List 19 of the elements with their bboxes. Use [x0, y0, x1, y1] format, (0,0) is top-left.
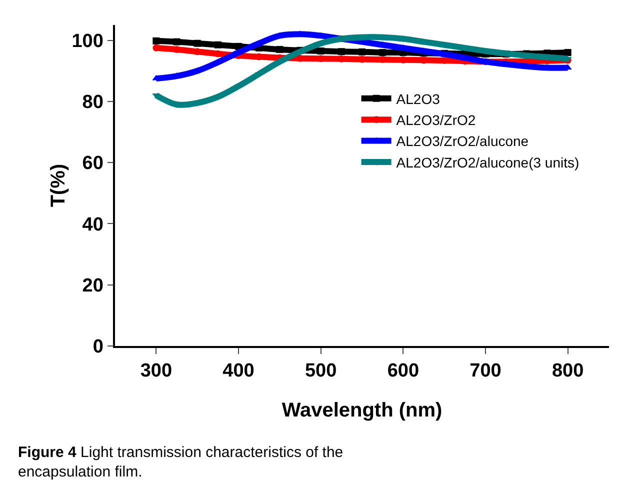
x-tick-label: 400	[222, 360, 254, 382]
legend-label: AL2O3/ZrO2	[396, 112, 476, 128]
y-tick-label: 20	[82, 276, 104, 297]
x-tick-label: 700	[470, 360, 502, 382]
legend-label: AL2O3	[396, 90, 440, 107]
caption: Figure 4 Light transmission characteristics of the encapsulation film.	[18, 444, 344, 480]
legend-label: AL2O3/ZrO2/alucone(3 units)	[396, 154, 580, 170]
y-tick-label: 0	[92, 336, 104, 358]
x-tick-label: 800	[552, 360, 584, 382]
y-tick-label: 100	[72, 30, 104, 52]
y-tick-label: 60	[82, 153, 104, 174]
y-axis-title: T(%)	[48, 164, 70, 208]
x-tick-label: 600	[387, 360, 420, 382]
legend-label: AL2O3/ZrO2/alucone	[396, 133, 529, 150]
x-axis-title: Wavelength (nm)	[282, 400, 442, 422]
x-tick-label: 300	[140, 360, 172, 382]
y-tick-label: 40	[82, 214, 104, 236]
y-tick-label: 80	[82, 92, 104, 114]
x-tick-label: 500	[304, 360, 337, 382]
